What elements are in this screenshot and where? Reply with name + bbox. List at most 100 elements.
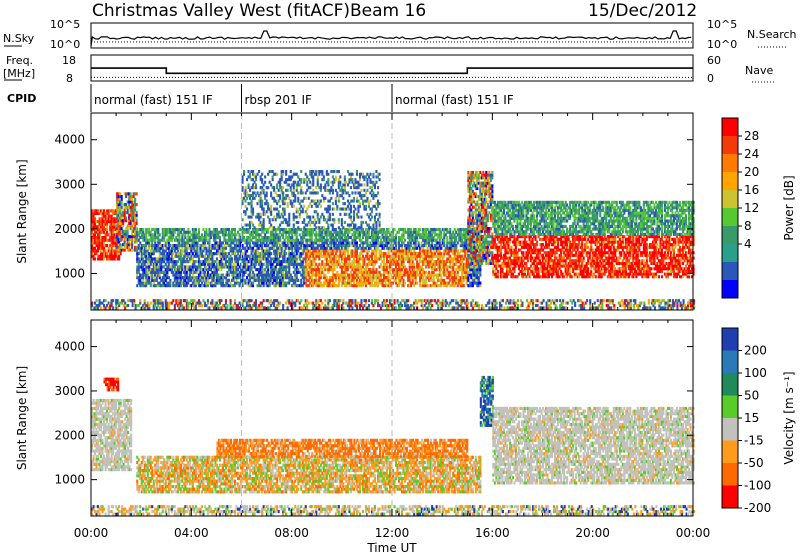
power-echo-cell (330, 254, 333, 258)
power-echo-cell (148, 233, 151, 237)
power-echo-cell (333, 265, 336, 269)
power-echo-cell (479, 270, 482, 274)
power-echo-cell (229, 233, 232, 237)
power-echo-cell (194, 241, 197, 245)
power-echo-cell (94, 257, 97, 261)
power-echo-cell (364, 175, 367, 179)
power-echo-cell (327, 268, 330, 272)
power-echo-cell (271, 238, 274, 242)
power-echo-cell (217, 268, 220, 272)
power-echo-cell (294, 246, 297, 250)
power-echo-cell (215, 228, 218, 232)
power-echo-cell (322, 262, 325, 266)
power-echo-cell (333, 218, 336, 222)
power-echo-cell (142, 284, 145, 288)
power-echo-cell (184, 268, 187, 272)
power-echo-cell (363, 178, 366, 182)
power-echo-cell (145, 254, 148, 258)
power-echo-cell (129, 248, 132, 252)
power-echo-cell (188, 238, 191, 242)
power-echo-cell (267, 202, 270, 206)
power-echo-cell (170, 257, 173, 261)
power-echo-cell (131, 205, 134, 209)
power-echo-cell (143, 238, 146, 242)
power-echo-cell (110, 252, 113, 256)
power-echo-cell (129, 237, 132, 241)
power-echo-cell (178, 265, 181, 269)
power-echo-cell (155, 276, 158, 280)
power-echo-cell (196, 246, 199, 250)
power-echo-cell (224, 233, 227, 237)
power-echo-cell (211, 281, 214, 285)
power-echo-cell (265, 244, 268, 248)
power-echo-cell (312, 273, 315, 277)
power-echo-cell (315, 254, 318, 258)
power-echo-cell (137, 252, 140, 256)
power-echo-cell (310, 281, 313, 285)
power-echo-cell (312, 270, 315, 274)
power-echo-cell (155, 260, 158, 264)
power-echo-cell (106, 252, 109, 256)
power-echo-cell (330, 244, 333, 248)
power-echo-cell (306, 188, 309, 192)
power-echo-cell (259, 262, 262, 266)
power-echo-cell (271, 244, 274, 248)
power-echo-cell (178, 238, 181, 242)
power-echo-cell (131, 211, 134, 215)
power-echo-cell (106, 244, 109, 248)
power-echo-cell (220, 246, 223, 250)
power-echo-cell (123, 211, 126, 215)
power-echo-cell (167, 276, 170, 280)
power-echo-cell (169, 257, 172, 261)
power-echo-cell (196, 268, 199, 272)
power-echo-cell (194, 236, 197, 240)
power-echo-cell (128, 213, 131, 217)
power-echo-cell (259, 278, 262, 282)
power-echo-cell (309, 233, 312, 237)
power-echo-cell (194, 252, 197, 256)
power-echo-cell (297, 270, 300, 274)
power-echo-cell (188, 257, 191, 261)
power-echo-cell (185, 273, 188, 277)
power-echo-cell (304, 244, 307, 248)
power-echo-cell (276, 278, 279, 282)
power-echo-cell (208, 260, 211, 264)
power-echo-cell (273, 215, 276, 219)
power-echo-cell (292, 270, 295, 274)
power-echo-cell (178, 281, 181, 285)
power-echo-cell (243, 270, 246, 274)
power-echo-cell (324, 196, 327, 200)
power-echo-cell (262, 276, 265, 280)
power-echo-cell (276, 233, 279, 237)
power-echo-cell (441, 257, 444, 261)
power-echo-cell (110, 217, 113, 221)
power-echo-cell (167, 268, 170, 272)
power-echo-cell (94, 211, 97, 215)
power-echo-cell (179, 281, 182, 285)
power-echo-cell (221, 241, 224, 245)
power-echo-cell (477, 278, 480, 282)
power-echo-cell (271, 230, 274, 234)
power-echo-cell (337, 281, 340, 285)
power-echo-cell (343, 202, 346, 206)
power-echo-cell (232, 241, 235, 245)
power-echo-cell (148, 244, 151, 248)
power-echo-cell (253, 273, 256, 277)
power-echo-cell (250, 238, 253, 242)
power-echo-cell (175, 276, 178, 280)
power-echo-cell (279, 238, 282, 242)
power-echo-cell (253, 252, 256, 256)
power-echo-cell (285, 260, 288, 264)
power-echo-cell (176, 244, 179, 248)
power-echo-cell (101, 222, 104, 226)
power-echo-cell (268, 238, 271, 242)
power-echo-cell (283, 265, 286, 269)
power-echo-cell (217, 260, 220, 264)
power-echo-cell (249, 270, 252, 274)
power-echo-cell (184, 230, 187, 234)
power-echo-cell (244, 194, 247, 198)
power-echo-cell (294, 238, 297, 242)
power-echo-cell (333, 170, 336, 174)
power-echo-cell (214, 233, 217, 237)
power-echo-cell (142, 268, 145, 272)
